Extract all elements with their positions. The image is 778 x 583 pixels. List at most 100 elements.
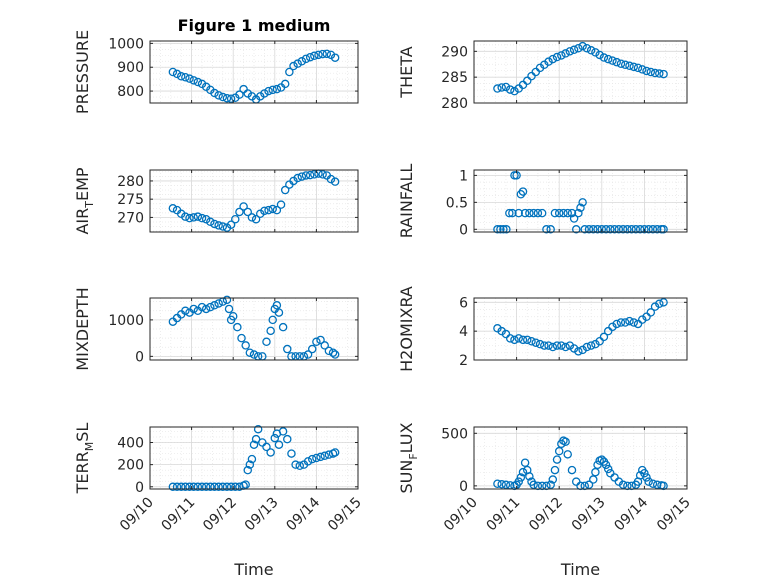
data-point <box>584 480 594 490</box>
x-tick-label: 09/10 <box>117 495 157 535</box>
data-point <box>287 449 296 458</box>
x-tick-label: 09/12 <box>200 495 240 535</box>
data-point <box>499 225 508 234</box>
subplot-mixdepth: 0 1000 MIXDEPTH <box>73 287 359 371</box>
chart-title: Figure 1 medium <box>178 16 331 35</box>
data-point <box>185 482 194 492</box>
data-point <box>612 57 621 67</box>
data-point <box>289 61 298 71</box>
data-point <box>644 225 653 234</box>
data-point <box>497 480 506 489</box>
data-point <box>606 225 615 234</box>
data-point <box>586 341 596 350</box>
data-point <box>593 225 602 234</box>
data-point <box>640 468 649 478</box>
data-point <box>608 56 617 65</box>
data-point <box>201 482 211 492</box>
data-point <box>561 49 570 58</box>
data-point <box>595 337 604 346</box>
data-point <box>523 76 532 86</box>
data-point <box>505 334 515 343</box>
subplot-terrmsl: 0 200 400 TERRMSL 09/10 09/11 09/12 09/13 09/14 0… <box>73 423 365 579</box>
data-point <box>540 341 549 350</box>
subplot-rainfall: 0 0.5 1 RAINFALL <box>397 164 688 238</box>
data-point <box>610 225 619 234</box>
data-point <box>501 480 511 490</box>
data-point <box>567 465 577 475</box>
data-point <box>601 225 611 234</box>
data-point <box>571 477 581 486</box>
x-axis-label: Time <box>233 560 273 579</box>
data-point <box>648 225 658 234</box>
data-point <box>218 222 228 231</box>
data-point <box>181 306 190 316</box>
data-point <box>237 333 246 343</box>
y-tick-label: 0 <box>135 480 144 496</box>
data-point <box>247 213 257 222</box>
data-point <box>189 213 198 222</box>
subplot-pressure: 800 900 1000 PRESSURE Figure 1 medium <box>73 16 359 114</box>
x-tick-label: 09/11 <box>484 495 524 535</box>
data-point <box>623 225 632 234</box>
axes-box <box>473 169 688 233</box>
y-tick-label: 1000 <box>108 313 144 329</box>
data-point <box>206 482 215 492</box>
data-point <box>226 94 236 103</box>
y-tick-label: 900 <box>117 60 144 76</box>
data-point <box>627 225 636 234</box>
y-tick-label: 285 <box>441 70 468 86</box>
data-point <box>206 217 215 227</box>
y-tick-label: 0.5 <box>446 195 468 211</box>
subplot-h2omixra: 2 4 6 H2OMIXRA <box>397 286 688 372</box>
data-point <box>638 65 647 74</box>
data-point <box>525 208 534 218</box>
data-point <box>168 482 178 492</box>
data-point <box>518 467 528 477</box>
data-point <box>603 464 613 474</box>
data-point <box>305 52 315 62</box>
data-point <box>268 315 277 325</box>
data-point <box>571 225 581 234</box>
data-point <box>620 60 630 70</box>
data-point <box>214 91 223 100</box>
data-point <box>214 299 223 308</box>
data-point <box>650 68 660 78</box>
data-point <box>172 69 182 79</box>
data-point <box>497 326 506 336</box>
data-point <box>601 460 611 470</box>
data-point <box>241 480 250 489</box>
y-tick-label: 0 <box>135 349 144 365</box>
data-point <box>514 477 523 486</box>
data-point <box>559 208 568 218</box>
data-point <box>301 171 311 180</box>
data-point <box>312 337 321 347</box>
data-point <box>557 51 566 60</box>
data-point <box>655 69 664 78</box>
data-point <box>305 170 315 180</box>
data-point <box>650 302 660 311</box>
data-point <box>597 225 607 234</box>
x-tick-label: 09/13 <box>242 495 282 535</box>
data-point <box>576 203 585 212</box>
axes-box <box>473 297 688 361</box>
data-point <box>659 225 668 234</box>
axes-box <box>149 169 359 233</box>
data-point <box>606 468 615 478</box>
data-point <box>603 326 613 336</box>
data-point <box>214 221 223 230</box>
data-point <box>525 472 534 481</box>
data-point <box>544 57 553 66</box>
data-point <box>197 482 207 492</box>
data-point <box>278 427 288 436</box>
data-point <box>642 312 651 321</box>
data-point <box>569 214 579 223</box>
data-point <box>189 482 198 492</box>
data-point <box>193 77 203 87</box>
data-point <box>520 458 530 467</box>
data-point <box>569 344 579 353</box>
data-point <box>218 482 228 492</box>
data-point <box>168 204 178 213</box>
data-point <box>638 315 647 324</box>
axes-box <box>149 40 359 104</box>
data-point <box>516 473 526 482</box>
